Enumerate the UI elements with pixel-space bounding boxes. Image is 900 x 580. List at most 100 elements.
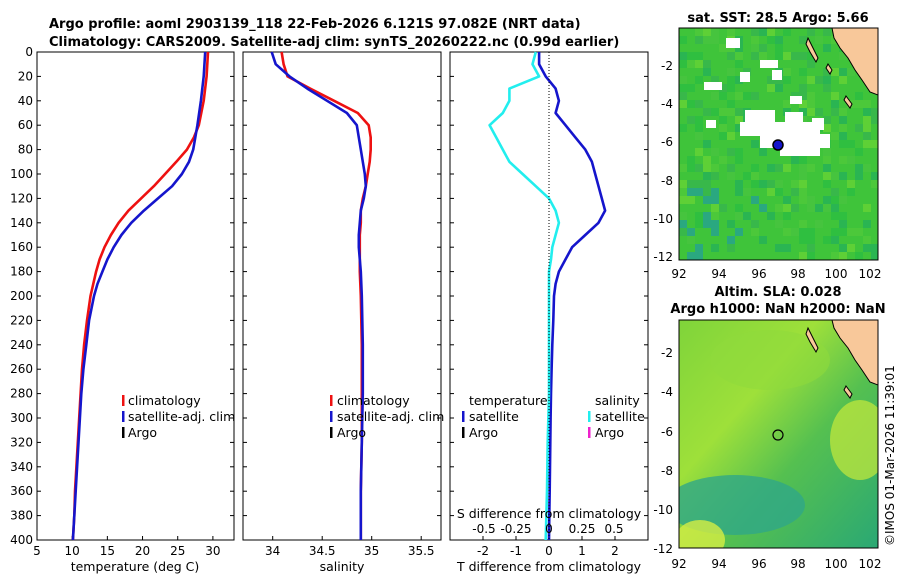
sst-cell (815, 204, 823, 212)
legend-swatch-argo (122, 427, 125, 438)
sst-cell (711, 76, 719, 84)
sst-cell (863, 108, 871, 116)
sst-cell (719, 204, 727, 212)
sst-cell (839, 228, 847, 236)
sst-cell (695, 116, 703, 124)
sst-cell (735, 212, 743, 220)
sst-cell (687, 164, 695, 172)
sst-cell (727, 132, 735, 140)
ytick-label: 320 (10, 435, 33, 449)
sst-cell (679, 164, 687, 172)
sst-cell (687, 100, 695, 108)
sst-map-title: sat. SST: 28.5 Argo: 5.66 (687, 11, 868, 26)
sst-cell (727, 76, 735, 84)
sla-high (679, 520, 725, 548)
sst-cell (719, 156, 727, 164)
sst-cell (711, 92, 719, 100)
xtick-label: 15 (100, 544, 115, 558)
sst-cell (759, 44, 767, 52)
sst-cell (719, 108, 727, 116)
sst-cell (743, 172, 751, 180)
sst-cell (863, 116, 871, 124)
sst-cell (775, 52, 783, 60)
sst-cell (839, 140, 847, 148)
temperature-xlabel: temperature (deg C) (71, 559, 200, 574)
sst-cell (823, 204, 831, 212)
sst-cell (863, 164, 871, 172)
sst-cell (855, 148, 863, 156)
legend-salinity-title: salinity (595, 393, 640, 408)
sst-cell (727, 164, 735, 172)
xtick-label: 34 (265, 544, 280, 558)
sst-cell (823, 148, 831, 156)
sst-cell (679, 180, 687, 188)
sst-cell (679, 52, 687, 60)
sst-cell (727, 84, 735, 92)
sst-cell (679, 92, 687, 100)
sst-cell (751, 180, 759, 188)
sst-cell (775, 220, 783, 228)
sst-cell (679, 84, 687, 92)
sla-map[interactable] (665, 320, 890, 560)
sst-cell (799, 68, 807, 76)
sst-cell (759, 180, 767, 188)
sst-cell (775, 164, 783, 172)
sst-cell (871, 172, 878, 180)
sst-cell (695, 36, 703, 44)
sst-cell (751, 92, 759, 100)
sst-cell (839, 116, 847, 124)
sst-cell (695, 148, 703, 156)
sst-cell (711, 220, 719, 228)
sst-cell (831, 92, 839, 100)
sst-cell (751, 36, 759, 44)
map-xtick: 96 (751, 557, 766, 571)
xtick-label: 25 (170, 544, 185, 558)
sst-cell (727, 236, 735, 244)
sst-cell (863, 100, 871, 108)
argo-position-marker[interactable] (772, 429, 784, 441)
sst-cell (767, 164, 775, 172)
sst-cell (743, 92, 751, 100)
difference-legend: temperature satellite Argo salinity sate… (462, 393, 645, 440)
sst-cell (687, 236, 695, 244)
legend-swatch-s-satellite (588, 411, 591, 422)
sst-cell (799, 92, 807, 100)
sst-cell (799, 172, 807, 180)
sst-cell (735, 76, 743, 84)
sst-cell (703, 60, 711, 68)
legend-swatch-t-argo (462, 427, 465, 438)
sst-cell (839, 172, 847, 180)
sst-cell (695, 132, 703, 140)
sst-cell (831, 236, 839, 244)
sst-cell (679, 188, 687, 196)
sst-cell (703, 172, 711, 180)
ytick-label: 280 (10, 387, 33, 401)
s-tick: 0 (545, 522, 553, 536)
sst-cell (831, 132, 839, 140)
sst-cell (823, 84, 831, 92)
sst-cell (863, 132, 871, 140)
xtick-label: 0 (545, 544, 553, 558)
sst-cell (719, 92, 727, 100)
legend-satellite: satellite-adj. clim (337, 409, 444, 424)
sst-cell (839, 68, 847, 76)
sst-cell (807, 92, 815, 100)
sst-cell (807, 164, 815, 172)
sst-cell (735, 228, 743, 236)
sst-cell (799, 36, 807, 44)
map-xtick: 100 (825, 557, 848, 571)
sst-cell (703, 220, 711, 228)
sst-cell (679, 76, 687, 84)
sst-cell (823, 172, 831, 180)
ytick-label: 380 (10, 509, 33, 523)
sst-map[interactable] (679, 28, 879, 260)
temperature-legend: climatology satellite-adj. clim Argo (122, 393, 235, 440)
sst-cell (831, 252, 839, 260)
sla-high (830, 400, 878, 480)
sst-cell (823, 164, 831, 172)
sst-cell (727, 172, 735, 180)
sst-cell (767, 180, 775, 188)
argo-position-marker[interactable] (772, 139, 784, 151)
sst-cell (815, 108, 823, 116)
map-ytick: -6 (661, 425, 673, 439)
